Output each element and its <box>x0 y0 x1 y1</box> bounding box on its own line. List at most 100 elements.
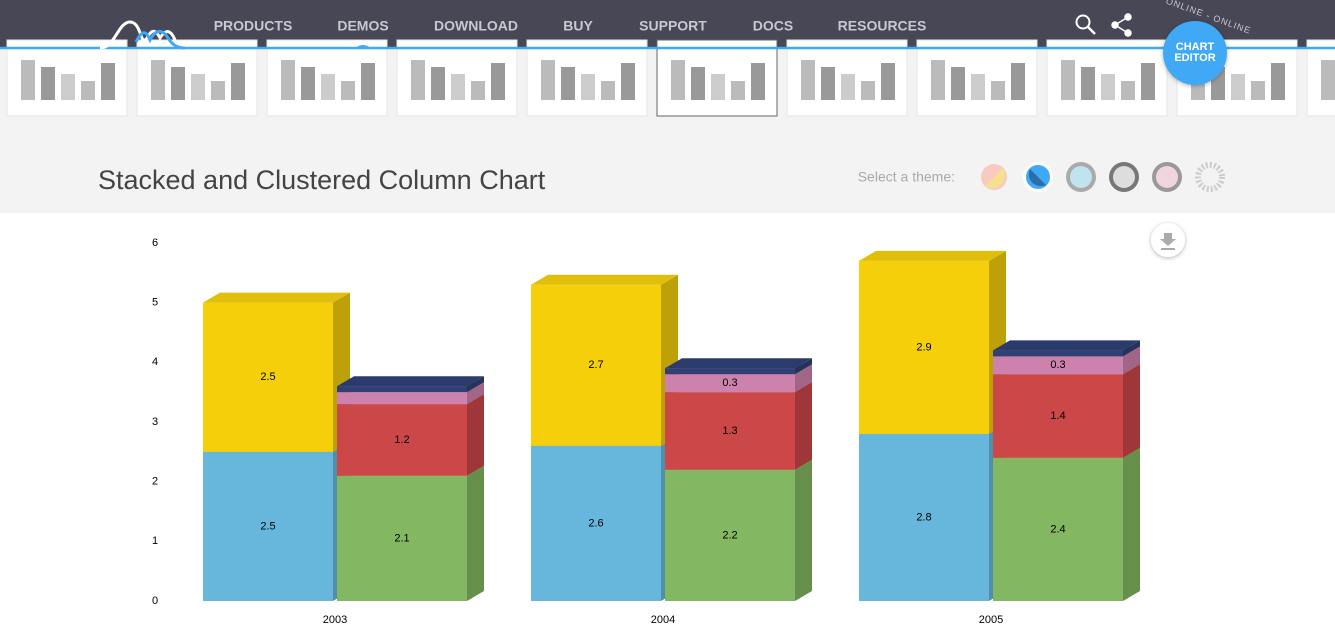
thumbnail-shape <box>991 81 1005 100</box>
theme-option[interactable] <box>981 164 1007 190</box>
bar-top <box>993 340 1140 351</box>
thumbnail-shape <box>601 81 615 100</box>
nav-item[interactable]: DOCS <box>753 18 793 34</box>
nav-item[interactable]: DEMOS <box>337 18 388 34</box>
thumbnail[interactable] <box>396 39 518 117</box>
y-tick-label: 2 <box>152 476 158 488</box>
thumbnail[interactable] <box>1046 39 1168 117</box>
x-tick-label: 2005 <box>979 614 1003 626</box>
bar <box>993 356 1123 375</box>
bar-top <box>337 376 484 387</box>
data-label: 2.6 <box>588 517 603 529</box>
data-label: 0.3 <box>1050 359 1065 371</box>
data-label: 2.5 <box>260 520 275 532</box>
thumbnail[interactable] <box>1306 39 1335 117</box>
bar-side <box>795 382 812 470</box>
nav-item[interactable]: BUY <box>563 18 593 34</box>
thumbnail-shape <box>1121 81 1135 100</box>
thumbnail-shape <box>171 67 185 100</box>
bar <box>665 469 795 601</box>
thumbnail[interactable] <box>786 39 908 117</box>
data-label: 2.9 <box>916 341 931 353</box>
thumbnail[interactable] <box>136 39 258 117</box>
theme-label: Select a theme: <box>858 169 955 185</box>
thumbnail[interactable] <box>526 39 648 117</box>
page-title: Stacked and Clustered Column Chart <box>98 165 546 195</box>
thumbnail-shape <box>231 63 245 100</box>
thumbnail-shape <box>731 81 745 100</box>
nav-item[interactable]: SUPPORT <box>639 18 707 34</box>
bar <box>665 392 795 470</box>
thumbnails <box>6 39 1335 117</box>
share-icon[interactable] <box>1111 13 1132 37</box>
thumbnail-shape <box>41 67 55 100</box>
bar <box>203 302 333 452</box>
data-label: 2.2 <box>722 529 737 541</box>
nav-item[interactable]: DOWNLOAD <box>434 18 518 34</box>
nav-item[interactable]: RESOURCES <box>838 18 927 34</box>
thumbnail-shape <box>541 60 555 100</box>
theme-option[interactable] <box>1152 162 1182 192</box>
logo-accent <box>134 30 186 50</box>
thumbnail-shape <box>451 74 465 100</box>
data-label: 1.2 <box>394 434 409 446</box>
theme-option[interactable] <box>1195 162 1225 192</box>
thumbnail-shape <box>1141 63 1155 100</box>
theme-option[interactable] <box>1023 162 1053 192</box>
download-button[interactable] <box>1151 223 1185 257</box>
bar-top <box>531 274 678 285</box>
thumbnail-shape <box>81 81 95 100</box>
search-icon[interactable] <box>1075 14 1096 35</box>
thumbnail[interactable] <box>6 39 128 117</box>
theme-option[interactable] <box>1109 162 1139 192</box>
data-label: 2.1 <box>394 532 409 544</box>
data-label: 2.8 <box>916 511 931 523</box>
bar <box>531 445 661 601</box>
thumbnail-shape <box>101 63 115 100</box>
chart: 0 1 2 3 4 5 6 2003 2.5 2.5 2.1 1.2 2004 2.6 2.7 2.2 1.3 0… <box>152 237 1140 626</box>
data-label: 2.5 <box>260 371 275 383</box>
thumbnail-shape <box>751 63 765 100</box>
thumbnail[interactable] <box>656 39 778 117</box>
y-tick-label: 6 <box>152 237 158 249</box>
nav-item[interactable]: PRODUCTS <box>214 18 293 34</box>
thumbnail-shape <box>61 74 75 100</box>
bar-top <box>203 292 350 303</box>
bar-side <box>1123 364 1140 458</box>
y-tick-label: 3 <box>152 416 158 428</box>
nav-menu: PRODUCTS DEMOS DOWNLOAD BUY SUPPORT DOCS RESOU… <box>214 18 927 34</box>
logo[interactable] <box>99 20 182 50</box>
thumbnail-shape <box>1231 74 1245 100</box>
thumbnail-shape <box>361 63 375 100</box>
theme-option[interactable] <box>1066 162 1096 192</box>
thumbnail-shape <box>841 74 855 100</box>
y-tick-label: 0 <box>152 595 158 607</box>
x-tick-label: 2003 <box>323 614 347 626</box>
thumbnail-shape <box>321 74 335 100</box>
thumbnail-shape <box>191 74 205 100</box>
thumbnail-shape <box>861 81 875 100</box>
thumbnail-shape <box>341 81 355 100</box>
bar-top <box>665 358 812 369</box>
thumbnail[interactable] <box>266 39 388 117</box>
x-tick-label: 2004 <box>651 614 675 626</box>
thumbnail-shape <box>821 67 835 100</box>
data-label: 2.7 <box>588 359 603 371</box>
thumbnail[interactable] <box>916 39 1038 117</box>
bar-side <box>467 382 484 405</box>
data-label: 0.3 <box>722 377 737 389</box>
bar <box>665 374 795 393</box>
bar <box>531 284 661 446</box>
thumbnail-shape <box>411 60 425 100</box>
bar-side <box>795 364 812 393</box>
thumbnail-shape <box>211 81 225 100</box>
chart-editor-button[interactable] <box>1163 21 1227 85</box>
bar <box>337 404 467 476</box>
thumbnail-shape <box>301 67 315 100</box>
thumbnail-shape <box>581 74 595 100</box>
y-tick-label: 1 <box>152 535 158 547</box>
bar <box>203 451 333 601</box>
data-label: 2.4 <box>1050 523 1065 535</box>
thumbnail-shape <box>431 67 445 100</box>
